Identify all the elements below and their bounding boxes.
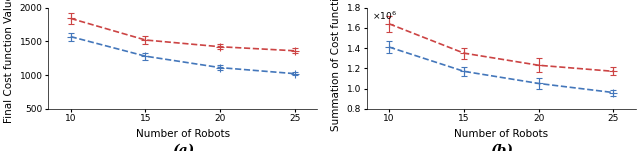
Text: $\times 10^6$: $\times 10^6$	[372, 10, 397, 22]
Y-axis label: Final Cost function Value: Final Cost function Value	[4, 0, 14, 123]
X-axis label: Number of Robots: Number of Robots	[136, 129, 230, 139]
Text: (b): (b)	[490, 144, 513, 151]
Text: (a): (a)	[172, 144, 194, 151]
Y-axis label: Summation of Cost function: Summation of Cost function	[332, 0, 341, 131]
X-axis label: Number of Robots: Number of Robots	[454, 129, 548, 139]
